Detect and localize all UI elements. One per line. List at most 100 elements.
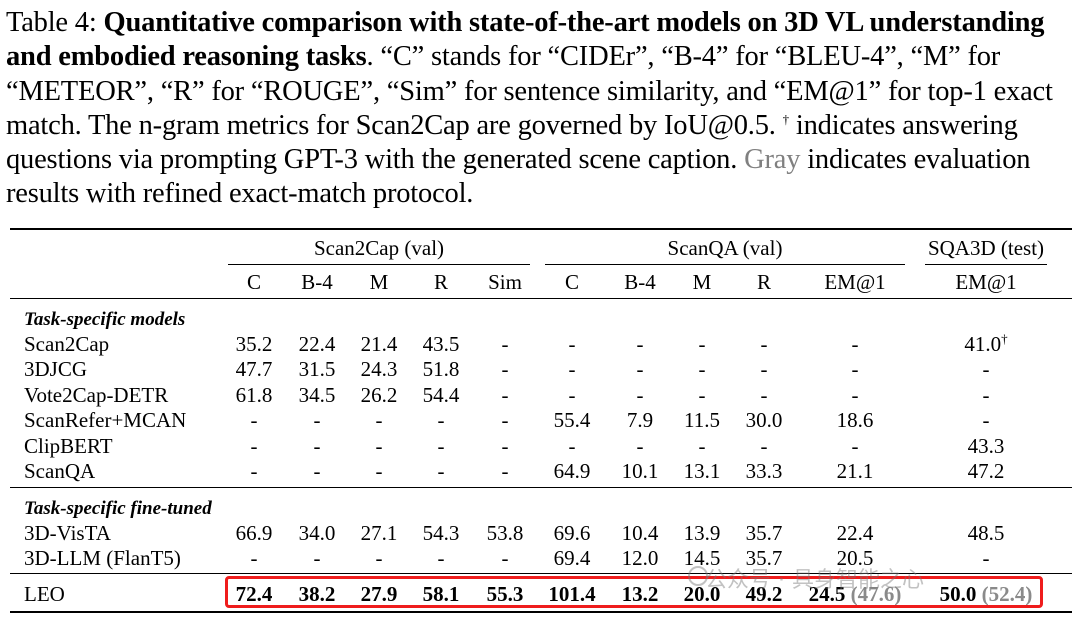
- table-cell: 43.5: [422, 332, 460, 356]
- table-cell: -: [636, 332, 644, 356]
- table-cell: -: [568, 332, 576, 356]
- leo-cell: 50.0 (52.4): [940, 582, 1033, 606]
- table-cell: -: [375, 546, 383, 570]
- table-cell: -: [250, 459, 258, 483]
- table-cell: 66.9: [235, 521, 273, 545]
- table-cell: 53.8: [486, 521, 524, 545]
- table-cell: 26.2: [360, 383, 398, 407]
- table-cell: -: [636, 383, 644, 407]
- table-cell: -: [698, 434, 706, 458]
- table-cell: 13.9: [683, 521, 721, 545]
- table-cell: 54.4: [422, 383, 460, 407]
- leo-cell: 27.9: [361, 582, 398, 606]
- column-header: C: [246, 270, 262, 294]
- table-cell: 10.4: [621, 521, 659, 545]
- caption-label: Table 4:: [6, 7, 97, 38]
- table-cell: -: [636, 434, 644, 458]
- table-cell: -: [250, 434, 258, 458]
- table-cell: 43.3: [967, 434, 1005, 458]
- table-cell: -: [760, 383, 768, 407]
- row-name: Vote2Cap-DETR: [24, 383, 169, 407]
- leo-value: 13.2: [621, 582, 659, 606]
- group-header-scan2cap: Scan2Cap (val): [313, 236, 445, 260]
- table-cell: -: [501, 408, 509, 432]
- table-cell: 20.5: [836, 546, 874, 570]
- table-cell: -: [568, 357, 576, 381]
- table-cell: 47.2: [967, 459, 1005, 483]
- table-cell: -: [760, 434, 768, 458]
- table-cell: -: [698, 332, 706, 356]
- dagger-mark: †: [782, 111, 790, 127]
- table-cell: 34.0: [298, 521, 336, 545]
- table-cell: 69.4: [553, 546, 591, 570]
- table-cell: 10.1: [621, 459, 659, 483]
- table-cell: 35.2: [235, 332, 273, 356]
- table-cell: -: [760, 357, 768, 381]
- caption-body-1: . “C” stands for “CIDEr”, “B-4” for “BLE…: [6, 41, 1053, 141]
- table-cell: -: [313, 546, 321, 570]
- column-header: B-4: [301, 270, 333, 294]
- group-rule-sqa3d: [925, 264, 1047, 265]
- table-cell: -: [636, 357, 644, 381]
- table-cell: 31.5: [298, 357, 336, 381]
- leo-value: 38.2: [298, 582, 336, 606]
- table-cell: -: [375, 408, 383, 432]
- group-header-sqa3d: SQA3D (test): [927, 236, 1045, 260]
- table-cell: -: [250, 546, 258, 570]
- leo-cell: 38.2: [299, 582, 336, 606]
- leo-value: 50.0: [939, 582, 977, 606]
- leo-cell: 20.0: [684, 582, 721, 606]
- table-cell: 27.1: [360, 521, 398, 545]
- table-cell: 54.3: [422, 521, 460, 545]
- table-cell: 69.6: [553, 521, 591, 545]
- column-header: M: [692, 270, 712, 294]
- table-cell: 64.9: [553, 459, 591, 483]
- table-cell: -: [437, 546, 445, 570]
- table-cell: 24.3: [360, 357, 398, 381]
- table-cell: -: [760, 332, 768, 356]
- table-cell: -: [501, 459, 509, 483]
- row-name: 3D-VisTA: [24, 521, 111, 545]
- header-rule: [10, 298, 1072, 299]
- caption-body-3: indicates evaluation results with refine…: [6, 144, 1031, 210]
- leo-value: 58.1: [422, 582, 460, 606]
- table-cell: -: [437, 408, 445, 432]
- table-cell: -: [851, 332, 859, 356]
- table-bottom-rule: [10, 611, 1072, 613]
- column-header: R: [756, 270, 772, 294]
- table-cell: -: [568, 434, 576, 458]
- table-cell: -: [851, 357, 859, 381]
- table-cell: -: [313, 408, 321, 432]
- table-cell: -: [501, 332, 509, 356]
- table-cell: -: [250, 408, 258, 432]
- table-cell: 35.7: [745, 521, 783, 545]
- refined-em-value: (47.6): [850, 582, 902, 606]
- leo-value: 55.3: [486, 582, 524, 606]
- table-cell: 33.3: [745, 459, 783, 483]
- group-rule-scan2cap: [228, 264, 530, 265]
- table-cell: 30.0: [745, 408, 783, 432]
- table-cell: 47.7: [235, 357, 273, 381]
- table-cell: 12.0: [621, 546, 659, 570]
- row-name: Scan2Cap: [24, 332, 110, 356]
- section-title: Task-specific fine-tuned: [24, 498, 212, 519]
- leo-value: 49.2: [745, 582, 783, 606]
- table-cell: -: [313, 459, 321, 483]
- leo-cell: 24.5 (47.6): [809, 582, 902, 606]
- table-cell: -: [437, 434, 445, 458]
- table-cell: 22.4: [298, 332, 336, 356]
- column-header: Sim: [488, 270, 522, 294]
- section-rule: [10, 487, 1072, 488]
- leo-value: 20.0: [683, 582, 721, 606]
- leo-cell: 49.2: [746, 582, 783, 606]
- leo-cell: 58.1: [423, 582, 460, 606]
- column-header: EM@1: [955, 270, 1017, 294]
- row-name-leo: LEO: [24, 582, 65, 606]
- watermark: 公众号 · 具身智能之心: [705, 568, 924, 593]
- table-cell: 34.5: [298, 383, 336, 407]
- table-cell: -: [568, 383, 576, 407]
- leo-highlight-box: [225, 576, 1043, 608]
- table-cell: 55.4: [553, 408, 591, 432]
- group-header-scanqa: ScanQA (val): [667, 236, 783, 260]
- column-header: M: [369, 270, 389, 294]
